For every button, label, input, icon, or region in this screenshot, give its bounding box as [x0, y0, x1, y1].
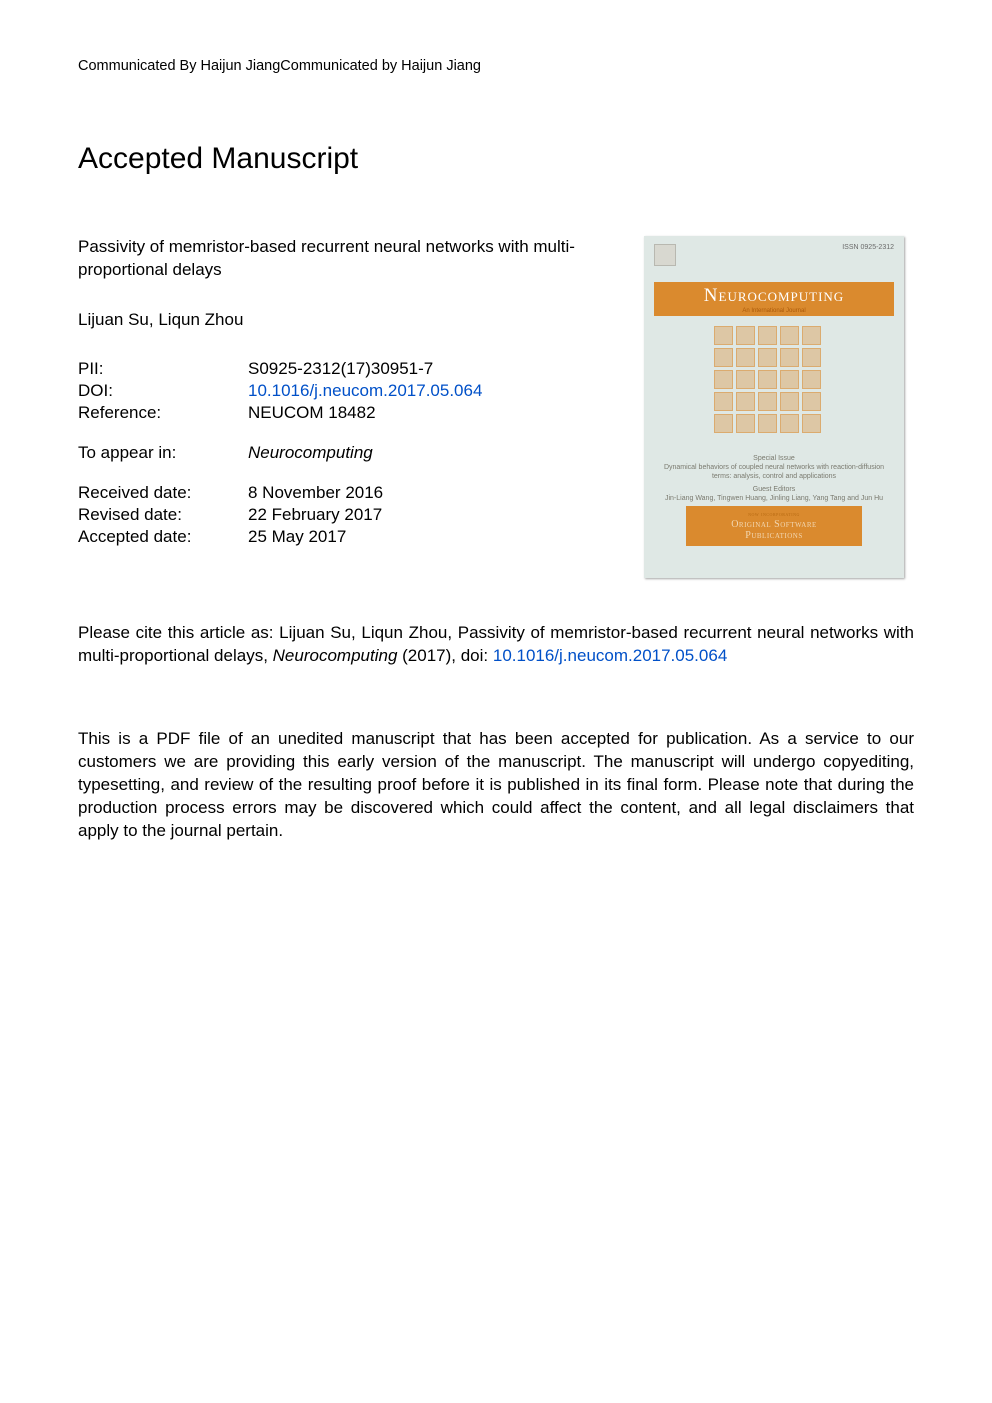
left-column: Passivity of memristor-based recurrent n…	[78, 236, 644, 548]
reference-label: Reference:	[78, 402, 248, 424]
special-issue-title: Dynamical behaviors of coupled neural ne…	[662, 463, 886, 481]
accepted-value: 25 May 2017	[248, 526, 482, 548]
band-line2: Publications	[745, 530, 802, 541]
appear-label: To appear in:	[78, 442, 248, 464]
cover-title-band: Neurocomputing An International Journal	[654, 282, 894, 316]
communicated-by: Communicated By Haijun JiangCommunicated…	[78, 58, 914, 74]
chip-icon	[714, 414, 733, 433]
chip-icon	[758, 370, 777, 389]
chip-icon	[736, 414, 755, 433]
special-issue-block: Special Issue Dynamical behaviors of cou…	[662, 454, 886, 503]
chip-icon	[736, 326, 755, 345]
accepted-label: Accepted date:	[78, 526, 248, 548]
chip-icon	[802, 326, 821, 345]
appear-value: Neurocomputing	[248, 442, 482, 464]
pii-label: PII:	[78, 358, 248, 380]
authors: Lijuan Su, Liqun Zhou	[78, 310, 620, 330]
citation-journal: Neurocomputing	[273, 646, 398, 665]
pii-row: PII: S0925-2312(17)30951-7	[78, 358, 482, 380]
chip-icon	[714, 348, 733, 367]
software-band: now incorporating Original Software Publ…	[686, 506, 862, 546]
special-issue-label: Special Issue	[662, 454, 886, 463]
chip-icon	[736, 348, 755, 367]
page: Communicated By Haijun JiangCommunicated…	[0, 0, 992, 1403]
chip-icon	[780, 370, 799, 389]
chip-icon	[802, 348, 821, 367]
journal-name: Neurocomputing	[704, 285, 844, 307]
chip-icon	[780, 414, 799, 433]
appear-row: To appear in: Neurocomputing	[78, 442, 482, 464]
received-row: Received date: 8 November 2016	[78, 482, 482, 504]
doi-link[interactable]: 10.1016/j.neucom.2017.05.064	[248, 381, 482, 400]
band-line1: Original Software	[731, 519, 817, 530]
chip-icon	[780, 392, 799, 411]
metadata-table: PII: S0925-2312(17)30951-7 DOI: 10.1016/…	[78, 358, 482, 548]
chip-icon	[758, 414, 777, 433]
right-column: ISSN 0925-2312 Neurocomputing An Interna…	[644, 236, 914, 578]
disclaimer-text: This is a PDF file of an unedited manusc…	[78, 728, 914, 843]
guest-editors-names: Jin-Liang Wang, Tingwen Huang, Jinling L…	[662, 494, 886, 503]
revised-row: Revised date: 22 February 2017	[78, 504, 482, 526]
chip-grid	[714, 326, 821, 433]
chip-icon	[802, 414, 821, 433]
chip-row	[714, 348, 821, 367]
chip-icon	[802, 392, 821, 411]
chip-icon	[758, 326, 777, 345]
chip-icon	[714, 392, 733, 411]
journal-cover: ISSN 0925-2312 Neurocomputing An Interna…	[644, 236, 904, 578]
issn-text: ISSN 0925-2312	[842, 244, 894, 266]
reference-row: Reference: NEUCOM 18482	[78, 402, 482, 424]
citation-block: Please cite this article as: Lijuan Su, …	[78, 622, 914, 668]
chip-row	[714, 392, 821, 411]
accepted-manuscript-heading: Accepted Manuscript	[78, 142, 914, 176]
received-label: Received date:	[78, 482, 248, 504]
chip-icon	[802, 370, 821, 389]
reference-value: NEUCOM 18482	[248, 402, 482, 424]
chip-icon	[758, 348, 777, 367]
doi-row: DOI: 10.1016/j.neucom.2017.05.064	[78, 380, 482, 402]
doi-label: DOI:	[78, 380, 248, 402]
journal-subtitle: An International Journal	[742, 308, 805, 314]
chip-icon	[714, 326, 733, 345]
accepted-row: Accepted date: 25 May 2017	[78, 526, 482, 548]
citation-year: (2017), doi:	[397, 646, 492, 665]
chip-row	[714, 370, 821, 389]
content-row: Passivity of memristor-based recurrent n…	[78, 236, 914, 578]
chip-icon	[736, 370, 755, 389]
elsevier-logo-icon	[654, 244, 676, 266]
guest-editors-label: Guest Editors	[662, 485, 886, 494]
citation-doi-link[interactable]: 10.1016/j.neucom.2017.05.064	[493, 646, 727, 665]
chip-icon	[780, 348, 799, 367]
received-value: 8 November 2016	[248, 482, 482, 504]
article-title: Passivity of memristor-based recurrent n…	[78, 236, 598, 282]
pii-value: S0925-2312(17)30951-7	[248, 358, 482, 380]
chip-row	[714, 414, 821, 433]
chip-icon	[736, 392, 755, 411]
revised-label: Revised date:	[78, 504, 248, 526]
chip-icon	[758, 392, 777, 411]
band-incorporating: now incorporating	[748, 512, 800, 518]
cover-top-row: ISSN 0925-2312	[654, 244, 894, 266]
revised-value: 22 February 2017	[248, 504, 482, 526]
chip-row	[714, 326, 821, 345]
chip-icon	[714, 370, 733, 389]
chip-icon	[780, 326, 799, 345]
